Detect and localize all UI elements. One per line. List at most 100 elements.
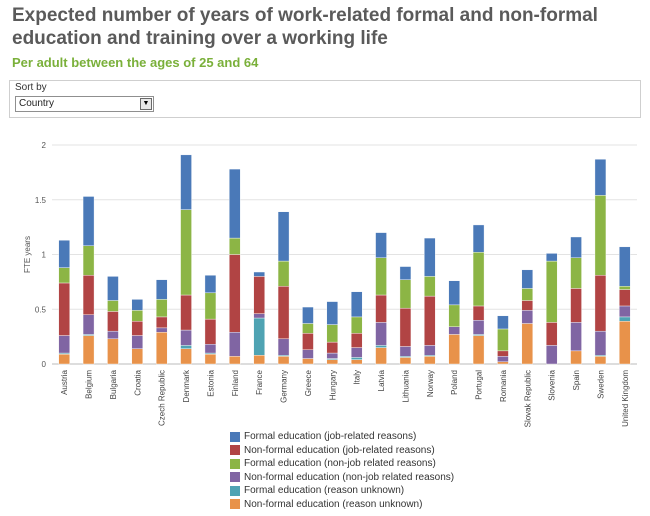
bar-segment	[424, 356, 436, 365]
bar-segment	[619, 321, 631, 365]
legend-item[interactable]: Non-formal education (reason unknown)	[230, 498, 454, 512]
sort-select[interactable]: Country ▼	[15, 96, 154, 112]
legend-item[interactable]: Formal education (reason unknown)	[230, 484, 454, 498]
y-tick-label: 2	[42, 141, 47, 150]
bar-segment	[326, 352, 339, 359]
bar-segment	[472, 224, 485, 253]
bar-segment	[253, 276, 265, 314]
bar-segment	[594, 195, 607, 276]
bar-segment	[472, 305, 485, 321]
bar-segment	[521, 288, 534, 301]
bar-segment	[131, 310, 144, 322]
x-tick-label: Lithuania	[401, 369, 410, 402]
bar-segment	[375, 345, 387, 348]
bar-segment	[229, 356, 241, 365]
bar-segment	[131, 335, 144, 349]
bar-segment	[619, 246, 631, 287]
bar-segment	[424, 345, 436, 356]
bar-segment	[350, 357, 363, 360]
bar-segment	[545, 253, 558, 262]
bar-segment	[180, 329, 192, 346]
bar-segment	[594, 330, 607, 356]
bar-segment	[350, 347, 363, 358]
bar-segment	[82, 245, 95, 276]
legend-swatch	[230, 499, 240, 510]
bar-segment	[375, 232, 387, 258]
legend-swatch	[230, 458, 240, 469]
bar-segment	[131, 348, 144, 365]
bar-segment	[302, 333, 314, 350]
x-tick-label: Sweden	[596, 370, 605, 399]
bar-segment	[82, 335, 95, 365]
legend-item[interactable]: Formal education (job-related reasons)	[230, 430, 454, 444]
x-tick-label: France	[255, 369, 264, 394]
bar-segment	[350, 291, 363, 318]
bar-segment	[253, 271, 265, 277]
sort-select-value: Country	[19, 98, 55, 109]
bar-segment	[424, 295, 436, 346]
bar-segment	[399, 357, 412, 365]
bar-segment	[399, 346, 412, 357]
bar-segment	[326, 324, 339, 343]
bar-segment	[326, 341, 339, 354]
bar-segment	[82, 314, 95, 335]
bar-segment	[302, 323, 314, 334]
x-tick-label: Bulgaria	[109, 369, 118, 399]
x-tick-label: Belgium	[85, 370, 94, 399]
bar-segment	[619, 289, 631, 307]
legend-label: Non-formal education (job-related reason…	[244, 444, 435, 456]
legend-swatch	[230, 472, 240, 483]
bar-segment	[204, 275, 217, 294]
stacked-bar-chart: 0 0.5 1 1.5 2 FTE years Austria Belgium Bulgaria…	[23, 141, 637, 427]
bar-segment	[131, 321, 144, 336]
bar-segment	[253, 355, 265, 365]
bar-segment	[253, 313, 265, 319]
y-tick-label: 1.5	[35, 196, 47, 205]
x-tick-label: Croatia	[133, 369, 142, 395]
bar-segment	[180, 348, 192, 365]
bar-segment	[229, 237, 241, 255]
x-tick-label: Spain	[572, 370, 581, 390]
bar-segment	[155, 279, 168, 300]
bar-segment	[375, 294, 387, 323]
bar-segment	[155, 316, 168, 329]
y-tick-label: 0.5	[35, 305, 47, 314]
chevron-down-icon[interactable]: ▼	[140, 98, 152, 110]
bar-segment	[545, 345, 558, 365]
bar-segment	[448, 280, 460, 306]
bar-segment	[594, 275, 607, 332]
bar-segment	[277, 211, 290, 262]
bar-segment	[58, 353, 70, 365]
legend-item[interactable]: Non-formal education (job-related reason…	[230, 444, 454, 458]
x-tick-label: Italy	[353, 370, 362, 385]
bar-segment	[521, 310, 534, 324]
bar-segment	[619, 286, 631, 290]
legend-item[interactable]: Non-formal education (non-job related re…	[230, 471, 454, 485]
bar-segment	[82, 196, 95, 246]
y-tick-label: 0	[42, 360, 47, 369]
bar-segment	[277, 286, 290, 340]
bar-segment	[570, 288, 582, 323]
bar-segment	[107, 276, 119, 301]
bar-segment	[204, 344, 217, 354]
bar-segment	[107, 300, 119, 312]
bar-segment	[472, 319, 485, 335]
x-tick-label: Germany	[280, 370, 289, 403]
bar-segment	[302, 349, 314, 359]
bar-segment	[350, 316, 363, 334]
x-tick-label: Finland	[231, 370, 240, 396]
x-tick-label: Denmark	[182, 369, 191, 402]
bar-segment	[326, 359, 339, 365]
bar-segment	[619, 316, 631, 322]
chart-subtitle: Per adult between the ages of 25 and 64	[12, 55, 259, 70]
bar-segment	[253, 317, 265, 356]
bar-segment	[204, 353, 217, 365]
x-tick-label: Slovak Republic	[523, 370, 532, 427]
legend-item[interactable]: Formal education (non-job related reason…	[230, 457, 454, 471]
bar-segment	[448, 304, 460, 327]
bar-segment	[302, 358, 314, 365]
legend-label: Formal education (job-related reasons)	[244, 431, 417, 443]
bar-segment	[424, 237, 436, 277]
bar-segment	[107, 311, 119, 332]
legend-swatch	[230, 485, 240, 496]
